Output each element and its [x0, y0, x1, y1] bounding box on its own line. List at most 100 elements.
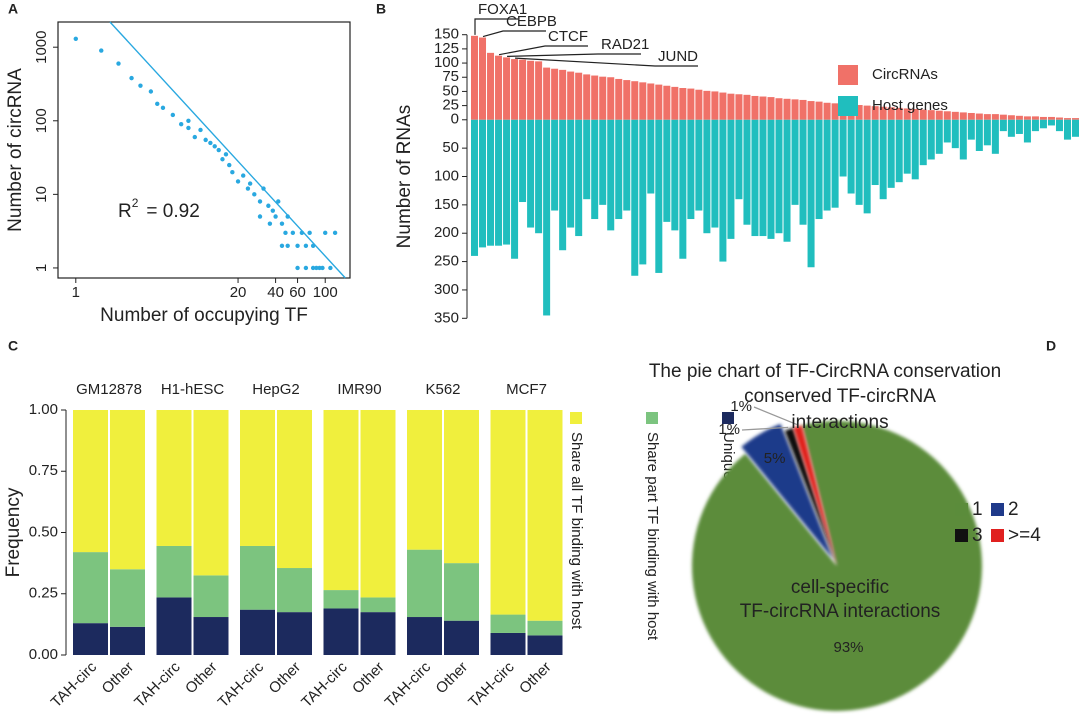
- bar: [1031, 119, 1039, 132]
- plot-frame: [57, 21, 351, 279]
- bar: [471, 35, 479, 120]
- bar: [951, 119, 959, 149]
- bar: [1007, 119, 1015, 137]
- point: [303, 265, 309, 271]
- bar: [527, 60, 535, 120]
- point: [170, 112, 176, 118]
- y-tick-label: 100: [33, 108, 50, 133]
- pie-slice: [784, 427, 837, 566]
- y-tick-label: 1.00: [29, 401, 58, 418]
- point: [223, 152, 229, 157]
- bar: [591, 75, 599, 120]
- bar: [631, 119, 639, 276]
- bar-segment: [490, 410, 526, 615]
- bar: [911, 109, 919, 120]
- bar: [1015, 119, 1023, 134]
- bar-segment: [407, 617, 442, 655]
- point: [257, 199, 263, 204]
- annotation-base: R: [118, 201, 132, 222]
- bar: [879, 119, 887, 200]
- bar: [903, 119, 911, 174]
- point: [116, 61, 121, 66]
- bar: [511, 119, 519, 259]
- bar: [943, 119, 951, 143]
- bar: [599, 119, 607, 205]
- point: [276, 199, 281, 204]
- y-tick-label: 0.50: [29, 523, 58, 540]
- bar: [879, 106, 887, 120]
- annotation: conserved TF-circRNA: [744, 386, 936, 407]
- bar: [871, 119, 879, 186]
- bar: [855, 105, 863, 120]
- x-tick-label: TAH-circ: [465, 658, 518, 711]
- y-tick-label: 1000: [33, 31, 50, 64]
- bar: [927, 110, 935, 120]
- group-label: HepG2: [252, 381, 300, 398]
- annotation: FOXA1: [478, 1, 527, 18]
- bar: [647, 83, 655, 120]
- point: [247, 181, 253, 186]
- x-tick-label: TAH-circ: [215, 658, 268, 711]
- point: [283, 230, 288, 236]
- bar: [663, 119, 671, 222]
- point: [279, 221, 285, 226]
- annotation: R2 = 0.92: [118, 196, 200, 222]
- y-tick-label: 200: [434, 224, 459, 241]
- point: [245, 186, 251, 191]
- bar: [751, 95, 759, 120]
- bar: [703, 90, 711, 120]
- bar: [823, 102, 831, 120]
- bar-segment: [527, 410, 563, 621]
- legend-swatch: [570, 412, 582, 424]
- group-label: K562: [425, 381, 460, 398]
- bar: [711, 91, 719, 120]
- point: [266, 203, 271, 208]
- bar-segment: [527, 635, 563, 655]
- bar: [743, 119, 751, 225]
- point: [160, 105, 166, 111]
- bar: [767, 119, 775, 239]
- point: [290, 230, 296, 236]
- bar: [983, 114, 991, 120]
- point: [299, 230, 305, 236]
- bar: [623, 80, 631, 120]
- point: [208, 140, 213, 146]
- value-label: 1%: [730, 398, 752, 415]
- bar-segment: [73, 552, 108, 624]
- bar: [511, 59, 519, 120]
- bar: [935, 119, 943, 154]
- annotation-leader: [515, 57, 698, 67]
- bar: [503, 119, 511, 245]
- bar: [687, 119, 695, 220]
- bar: [887, 119, 895, 188]
- legend-label: 3: [972, 525, 983, 546]
- bar: [759, 119, 767, 237]
- bar: [815, 119, 823, 220]
- bar: [919, 109, 927, 120]
- group-label: MCF7: [506, 381, 547, 398]
- pie-slice: [793, 425, 837, 566]
- bar: [991, 119, 999, 154]
- bar: [575, 119, 583, 237]
- point: [230, 170, 235, 175]
- point: [303, 243, 309, 248]
- panel-letter: D: [1046, 338, 1056, 354]
- bar: [1055, 117, 1063, 120]
- bar: [871, 106, 879, 120]
- bar-segment: [193, 575, 229, 618]
- bar-segment: [407, 410, 442, 550]
- bar: [575, 72, 583, 120]
- bar: [999, 114, 1007, 120]
- legend-swatch: [646, 412, 658, 424]
- bar-segment: [360, 597, 396, 613]
- bar: [759, 96, 767, 120]
- bar: [991, 114, 999, 120]
- bar: [935, 110, 943, 120]
- bar: [583, 119, 591, 200]
- bar: [527, 119, 535, 228]
- bar: [519, 119, 527, 203]
- bar: [671, 119, 679, 231]
- bar-segment: [240, 410, 275, 546]
- y-tick-label: 1: [33, 264, 50, 272]
- bar: [471, 119, 479, 256]
